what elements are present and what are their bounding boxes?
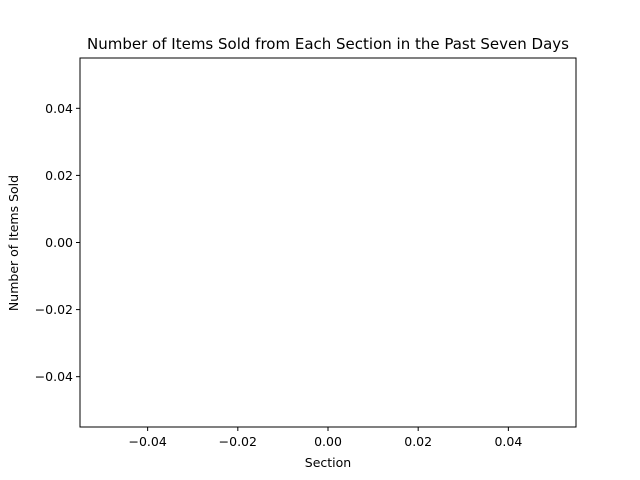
y-tick-label: 0.04: [45, 101, 73, 116]
x-tick-label: −0.04: [128, 434, 166, 449]
plot-area: −0.04 −0.02 0.00 0.02 0.04 −0.04 −0.02 0.00 0.0…: [35, 57, 577, 449]
x-axis-label: Section: [305, 455, 351, 470]
y-axis-ticks: −0.04 −0.02 0.00 0.02 0.04: [35, 101, 80, 384]
y-tick-label: −0.04: [35, 369, 73, 384]
y-tick-label: 0.02: [45, 168, 73, 183]
x-tick-label: 0.04: [494, 434, 522, 449]
y-tick-label: 0.00: [45, 235, 73, 250]
x-tick-label: −0.02: [219, 434, 257, 449]
y-axis-label: Number of Items Sold: [6, 175, 21, 311]
x-axis-ticks: −0.04 −0.02 0.00 0.02 0.04: [128, 427, 522, 449]
x-tick-label: 0.02: [404, 434, 432, 449]
y-tick-label: −0.02: [35, 302, 73, 317]
x-tick-label: 0.00: [314, 434, 342, 449]
chart-title: Number of Items Sold from Each Section i…: [87, 35, 569, 53]
